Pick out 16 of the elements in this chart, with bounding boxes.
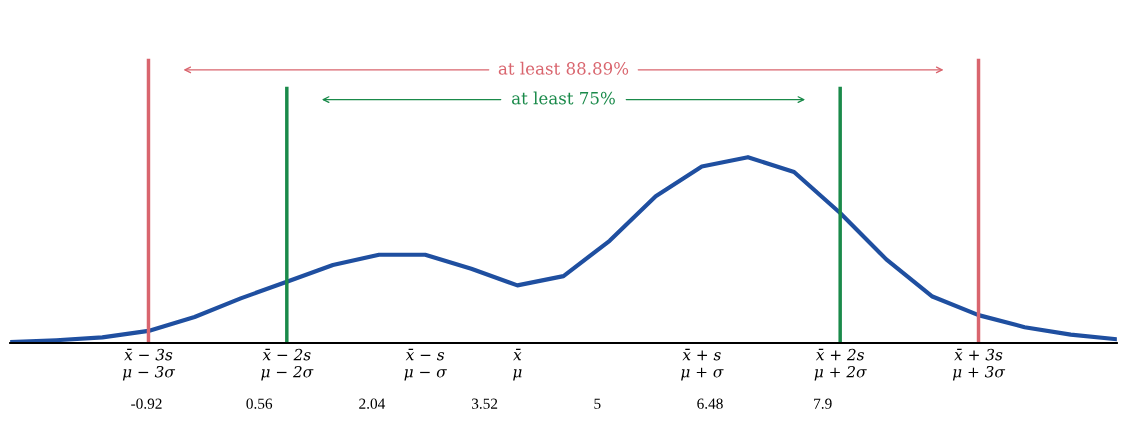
text: 6.48 bbox=[697, 398, 723, 409]
x-tick-label: x̄ − 3s μ − 3σ bbox=[122, 348, 176, 381]
x-tick-label: x̄ − s μ − σ bbox=[404, 348, 447, 381]
text: 7.9 bbox=[814, 398, 832, 409]
x-tick-label: x̄ + 3s μ + 3σ bbox=[952, 348, 1006, 381]
x-tick-label: x̄ μ bbox=[513, 348, 522, 381]
text: at least 88.89% bbox=[498, 61, 629, 75]
x-tick-label: x̄ + s μ + σ bbox=[681, 348, 724, 381]
text: 5 bbox=[594, 398, 601, 409]
text: 0.56 bbox=[246, 398, 273, 409]
x-tick-label: x̄ + 2s μ + 2σ bbox=[814, 348, 867, 381]
text: -0.92 bbox=[131, 398, 162, 409]
text: 3.52 bbox=[471, 398, 498, 409]
x-tick-label: x̄ − 2s μ − 2σ bbox=[261, 348, 314, 381]
text: 2.04 bbox=[359, 398, 386, 409]
text: at least 75% bbox=[512, 91, 615, 105]
